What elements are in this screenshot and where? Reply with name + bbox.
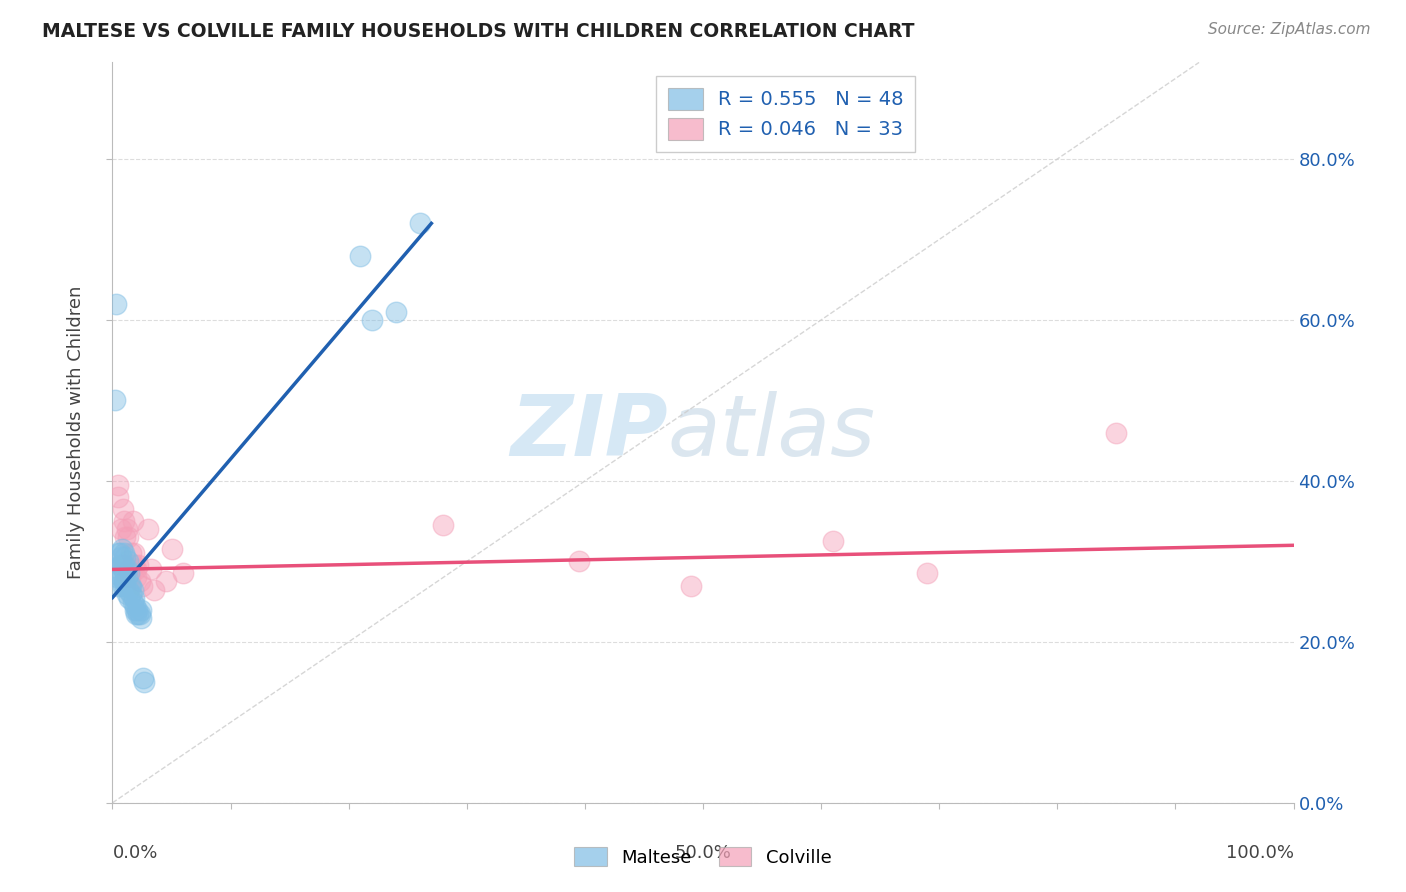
Point	[108, 558, 131, 573]
Point	[385, 305, 408, 319]
Point	[110, 550, 132, 565]
Point	[432, 518, 454, 533]
Point	[114, 530, 136, 544]
Point	[117, 582, 139, 597]
Point	[115, 562, 138, 576]
Point	[568, 554, 591, 568]
Point	[114, 566, 136, 581]
Point	[172, 566, 194, 581]
Point	[120, 586, 142, 600]
Point	[104, 393, 127, 408]
Text: atlas: atlas	[668, 391, 876, 475]
Point	[120, 578, 142, 592]
Text: Source: ZipAtlas.com: Source: ZipAtlas.com	[1208, 22, 1371, 37]
Point	[122, 591, 145, 605]
Point	[105, 297, 128, 311]
Point	[114, 550, 136, 565]
Point	[110, 558, 132, 573]
Legend: Maltese, Colville: Maltese, Colville	[567, 840, 839, 874]
Point	[107, 578, 129, 592]
Point	[112, 546, 135, 560]
Point	[128, 607, 150, 621]
Point	[129, 602, 152, 616]
Point	[107, 490, 129, 504]
Point	[122, 546, 145, 560]
Point	[124, 599, 146, 613]
Point	[361, 313, 384, 327]
Point	[108, 546, 131, 560]
Point	[112, 562, 135, 576]
Y-axis label: Family Households with Children: Family Households with Children	[67, 286, 86, 579]
Point	[134, 675, 156, 690]
Point	[114, 578, 136, 592]
Point	[127, 602, 149, 616]
Point	[115, 570, 138, 584]
Point	[128, 574, 150, 589]
Point	[118, 566, 141, 581]
Text: 100.0%: 100.0%	[1226, 844, 1294, 862]
Text: MALTESE VS COLVILLE FAMILY HOUSEHOLDS WITH CHILDREN CORRELATION CHART: MALTESE VS COLVILLE FAMILY HOUSEHOLDS WI…	[42, 22, 915, 41]
Point	[131, 578, 153, 592]
Point	[120, 570, 142, 584]
Point	[105, 570, 128, 584]
Point	[121, 594, 143, 608]
Point	[121, 582, 143, 597]
Point	[142, 582, 165, 597]
Point	[121, 514, 143, 528]
Point	[112, 570, 135, 584]
Point	[132, 671, 155, 685]
Point	[112, 578, 135, 592]
Point	[111, 542, 134, 557]
Point	[115, 570, 138, 584]
Point	[117, 530, 139, 544]
Point	[118, 562, 141, 576]
Text: ZIP: ZIP	[510, 391, 668, 475]
Point	[120, 578, 142, 592]
Point	[112, 558, 135, 573]
Text: 0.0%: 0.0%	[112, 844, 157, 862]
Point	[120, 546, 142, 560]
Legend: R = 0.555   N = 48, R = 0.046   N = 33: R = 0.555 N = 48, R = 0.046 N = 33	[657, 76, 915, 152]
Point	[125, 570, 148, 584]
Point	[1105, 425, 1128, 440]
Point	[821, 534, 844, 549]
Point	[117, 554, 139, 568]
Point	[110, 522, 132, 536]
Point	[160, 542, 183, 557]
Point	[122, 558, 145, 573]
Point	[112, 574, 135, 589]
Point	[408, 216, 430, 230]
Point	[127, 558, 149, 573]
Point	[141, 562, 163, 576]
Point	[155, 574, 177, 589]
Point	[118, 591, 141, 605]
Text: 50.0%: 50.0%	[675, 844, 731, 862]
Point	[115, 586, 138, 600]
Point	[917, 566, 939, 581]
Point	[115, 522, 138, 536]
Point	[112, 514, 135, 528]
Point	[111, 558, 134, 573]
Point	[681, 578, 703, 592]
Point	[111, 558, 134, 573]
Point	[110, 570, 132, 584]
Point	[125, 562, 148, 576]
Point	[107, 546, 129, 560]
Point	[349, 249, 371, 263]
Point	[129, 610, 152, 624]
Point	[127, 607, 149, 621]
Point	[112, 502, 135, 516]
Point	[124, 602, 146, 616]
Point	[107, 478, 129, 492]
Point	[136, 522, 159, 536]
Point	[125, 607, 148, 621]
